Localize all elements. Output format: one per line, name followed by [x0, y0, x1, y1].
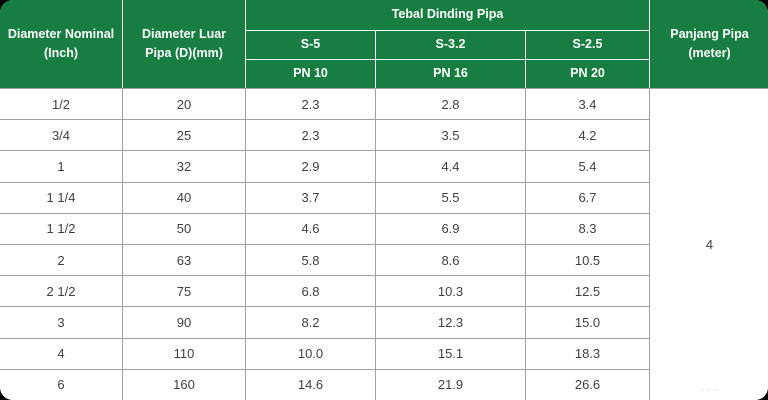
cell-s25: 10.5: [525, 243, 650, 277]
cell-s32: 12.3: [375, 306, 526, 339]
cell-diameter-luar: 40: [122, 181, 246, 214]
cell-panjang-pipa-value: 4: [649, 88, 768, 400]
cell-s25: 5.4: [525, 150, 650, 183]
cell-diameter-luar: 75: [122, 275, 246, 308]
cell-s5: 14.6: [245, 368, 376, 400]
table-row: 1/2 20 2.3 2.8 3.4 4: [0, 87, 768, 400]
header-panjang-pipa: Panjang Pipa (meter): [649, 0, 768, 89]
cell-s32: 8.6: [375, 243, 526, 277]
header-pn-20: PN 20: [525, 59, 650, 89]
cell-s5: 2.9: [245, 150, 376, 183]
cell-diameter-nominal: 1 1/4: [0, 181, 123, 214]
header-panjang-pipa-line2: (meter): [688, 46, 731, 60]
table-row: 1 1/2 50 4.6 6.9 8.3: [0, 212, 768, 245]
header-diameter-nominal: Diameter Nominal (Inch): [0, 0, 123, 89]
cell-diameter-nominal: 1: [0, 150, 123, 183]
cell-diameter-nominal: 4: [0, 337, 123, 370]
cell-s5: 8.2: [245, 306, 376, 339]
cell-diameter-nominal: 1 1/2: [0, 212, 123, 245]
cell-diameter-luar: 90: [122, 306, 246, 339]
cell-s32: 6.9: [375, 212, 526, 245]
cell-s5: 10.0: [245, 337, 376, 370]
cell-diameter-nominal: 1/2: [0, 87, 123, 121]
cell-s32: 4.4: [375, 150, 526, 183]
header-diameter-luar-line2: Pipa (D)(mm): [145, 46, 223, 60]
header-pn-16: PN 16: [375, 59, 526, 89]
faint-ellipsis-decoration: ...: [699, 380, 722, 394]
cell-s5: 4.6: [245, 212, 376, 245]
cell-s25: 4.2: [525, 119, 650, 152]
table-body: 1/2 20 2.3 2.8 3.4 4 3/4 25 2.3 3.5 4.2 …: [0, 87, 768, 400]
cell-s5: 6.8: [245, 275, 376, 308]
cell-diameter-nominal: 3: [0, 306, 123, 339]
cell-diameter-luar: 25: [122, 119, 246, 152]
cell-s25: 12.5: [525, 275, 650, 308]
cell-diameter-luar: 110: [122, 337, 246, 370]
cell-s32: 5.5: [375, 181, 526, 214]
cell-diameter-luar: 50: [122, 212, 246, 245]
cell-s25: 18.3: [525, 337, 650, 370]
cell-s25: 6.7: [525, 181, 650, 214]
cell-s5: 2.3: [245, 119, 376, 152]
cell-s5: 5.8: [245, 243, 376, 277]
header-diameter-nominal-line2: (Inch): [43, 46, 79, 60]
cell-diameter-luar: 63: [122, 243, 246, 277]
cell-diameter-nominal: 6: [0, 368, 123, 400]
header-tebal-dinding-pipa: Tebal Dinding Pipa: [245, 0, 650, 31]
header-diameter-luar-line1: Diameter Luar: [141, 26, 227, 41]
header-s-5: S-5: [245, 30, 376, 60]
cell-s25: 26.6: [525, 368, 650, 400]
cell-diameter-nominal: 3/4: [0, 119, 123, 152]
cell-s25: 15.0: [525, 306, 650, 339]
table-row: 3/4 25 2.3 3.5 4.2: [0, 119, 768, 152]
cell-diameter-nominal: 2 1/2: [0, 275, 123, 308]
cell-s25: 3.4: [525, 87, 650, 121]
table-row: 6 160 14.6 21.9 26.6: [0, 368, 768, 400]
header-diameter-nominal-line1: Diameter Nominal: [7, 26, 115, 41]
cell-diameter-luar: 160: [122, 368, 246, 400]
header-pn-10: PN 10: [245, 59, 376, 89]
header-diameter-luar: Diameter Luar Pipa (D)(mm): [122, 0, 246, 89]
table-row: 2 63 5.8 8.6 10.5: [0, 243, 768, 277]
cell-diameter-luar: 20: [122, 87, 246, 121]
header-s-2-5: S-2.5: [525, 30, 650, 60]
cell-s32: 10.3: [375, 275, 526, 308]
cell-s32: 15.1: [375, 337, 526, 370]
header-s-3-2: S-3.2: [375, 30, 526, 60]
header-panjang-pipa-line1: Panjang Pipa: [670, 26, 749, 41]
cell-s32: 2.8: [375, 87, 526, 121]
cell-diameter-nominal: 2: [0, 243, 123, 277]
cell-diameter-luar: 32: [122, 150, 246, 183]
cell-s5: 2.3: [245, 87, 376, 121]
table-row: 3 90 8.2 12.3 15.0: [0, 306, 768, 339]
table-header: Diameter Nominal (Inch) Diameter Luar Pi…: [0, 0, 768, 89]
table-row: 4 110 10.0 15.1 18.3: [0, 337, 768, 370]
cell-s32: 3.5: [375, 119, 526, 152]
cell-s25: 8.3: [525, 212, 650, 245]
cell-s5: 3.7: [245, 181, 376, 214]
cell-s32: 21.9: [375, 368, 526, 400]
